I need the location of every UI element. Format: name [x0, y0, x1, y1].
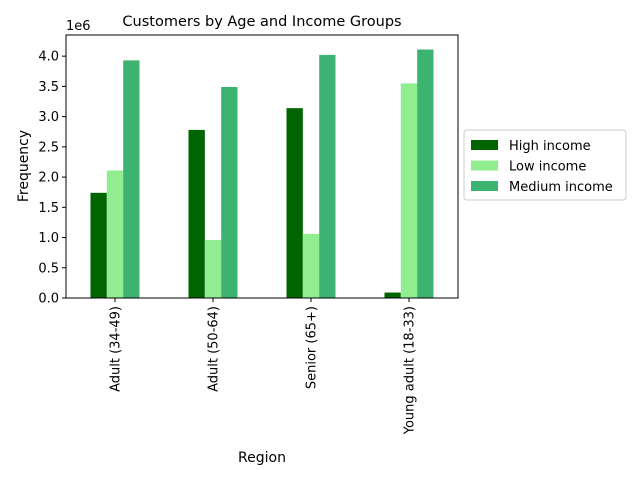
bar-high-income-3: [286, 108, 303, 298]
legend: High income Low income Medium income: [463, 129, 627, 201]
x-axis: Adult (34-49) Adult (50-64) Senior (65+) Yo…: [109, 298, 418, 435]
y-tick-label: 3.5: [38, 80, 59, 95]
y-tick-label: 2.5: [38, 140, 59, 155]
y-tick-label: 4.0: [38, 50, 59, 65]
legend-swatch-high-income: [471, 140, 498, 150]
x-tick-label: Young adult (18-33): [403, 306, 418, 435]
bar-medium-income-4: [417, 49, 434, 299]
y-tick-label: 3.0: [38, 110, 59, 125]
y-tick-label: 0.0: [38, 292, 59, 307]
legend-swatch-medium-income: [471, 181, 498, 191]
legend-label-low-income: Low income: [509, 160, 586, 175]
y-axis: 0.0 0.5 1.0 1.5 2.0 2.5 3.0 3.5 4.0: [38, 50, 66, 307]
chart-title: Customers by Age and Income Groups: [122, 14, 401, 30]
y-tick-label: 1.5: [38, 201, 59, 216]
legend-label-medium-income: Medium income: [509, 180, 613, 195]
bar-low-income-2: [204, 239, 222, 298]
x-axis-label: Region: [238, 450, 286, 466]
x-tick-label: Adult (50-64): [207, 306, 222, 392]
plot-frame: [65, 34, 459, 299]
bar-high-income-4: [384, 292, 401, 298]
y-axis-label: Frequency: [16, 130, 32, 202]
bar-high-income-2: [188, 129, 205, 298]
bar-high-income-1: [90, 192, 107, 298]
x-tick-label: Adult (34-49): [109, 306, 124, 392]
bar-medium-income-2: [221, 87, 238, 298]
x-tick-label: Senior (65+): [305, 306, 320, 389]
bar-low-income-3: [302, 233, 320, 298]
bar-medium-income-1: [123, 60, 140, 298]
bar-low-income-4: [400, 83, 418, 299]
legend-box: [463, 129, 627, 201]
y-tick-label: 1.0: [38, 231, 59, 246]
bar-low-income-1: [106, 170, 124, 298]
legend-label-high-income: High income: [509, 139, 591, 154]
legend-swatch-low-income: [471, 160, 498, 171]
y-tick-label: 2.0: [38, 171, 59, 186]
bar-medium-income-3: [319, 54, 336, 299]
bars-group: [90, 49, 434, 299]
y-offset-text: 1e6: [66, 19, 91, 34]
y-tick-label: 0.5: [38, 261, 59, 276]
